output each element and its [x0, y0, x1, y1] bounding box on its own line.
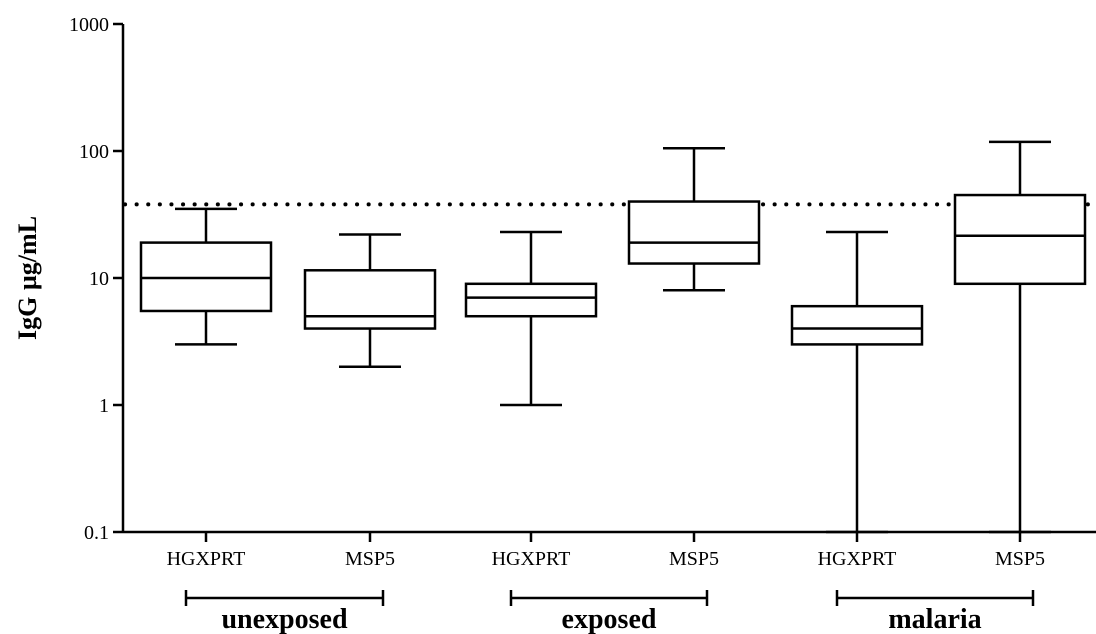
y-tick-label: 0.1 [84, 522, 109, 544]
category-label: HGXPRT [818, 548, 897, 570]
group-label: exposed [562, 604, 657, 634]
category-label: MSP5 [345, 548, 395, 570]
box-0 [139, 207, 273, 346]
y-tick-label: 1000 [69, 14, 109, 36]
category-label: MSP5 [669, 548, 719, 570]
box-1 [303, 233, 437, 369]
y-tick-label: 10 [89, 268, 109, 290]
category-label: HGXPRT [492, 548, 571, 570]
category-label: MSP5 [995, 548, 1045, 570]
box-4 [790, 230, 924, 534]
group-bracket-malaria: malaria [835, 590, 1035, 634]
group-bracket-exposed: exposed [509, 590, 709, 634]
iqr-box [464, 282, 598, 318]
iqr-box [627, 200, 761, 265]
iqr-box [790, 304, 924, 346]
box-2 [464, 230, 598, 407]
box-5 [953, 140, 1087, 534]
iqr-box [303, 269, 437, 330]
iqr-box [953, 193, 1087, 286]
group-bracket-unexposed: unexposed [184, 590, 385, 634]
group-label: malaria [888, 604, 981, 634]
y-tick-label: 1 [99, 395, 109, 417]
box-3 [627, 147, 761, 292]
y-tick-label: 100 [79, 141, 109, 163]
group-label: unexposed [221, 604, 347, 634]
category-label: HGXPRT [167, 548, 246, 570]
y-axis-label: IgG µg/mL [13, 216, 42, 340]
